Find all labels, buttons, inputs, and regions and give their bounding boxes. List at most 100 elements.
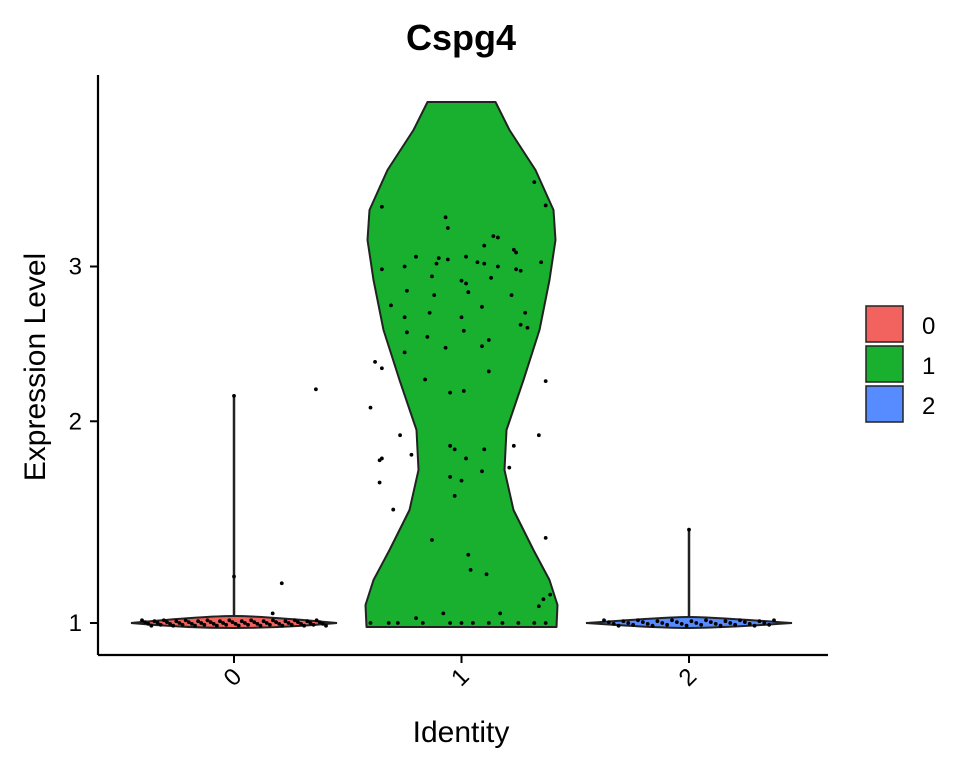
x-tick-label-2: 2: [674, 663, 703, 692]
point-0-base-57: [317, 620, 322, 624]
point-1-70: [391, 507, 396, 512]
point-1-57: [452, 447, 457, 452]
point-1-82: [368, 621, 373, 625]
point-2-base-17: [684, 623, 689, 628]
point-2-base-4: [621, 619, 626, 624]
point-0-base-54: [308, 621, 313, 625]
point-1-30: [509, 293, 514, 297]
point-0-base-41: [267, 622, 272, 627]
point-1-41: [425, 335, 430, 339]
legend-label-2: 2: [922, 393, 935, 420]
point-0-base-7: [161, 618, 166, 623]
point-1-72: [430, 538, 434, 542]
legend-label-0: 0: [922, 313, 935, 340]
point-2-base-31: [752, 623, 757, 628]
point-1-78: [536, 604, 541, 609]
point-0-base-58: [320, 622, 325, 626]
point-0-base-33: [243, 621, 247, 625]
point-2-base-18: [689, 619, 694, 624]
point-1-92: [532, 621, 537, 625]
point-0-base-37: [255, 622, 260, 626]
y-axis-label: Expression Level: [19, 253, 52, 481]
point-1-84: [395, 621, 400, 625]
point-0-base-2: [146, 622, 151, 626]
point-2-base-23: [713, 622, 718, 626]
point-1-80: [414, 616, 418, 621]
point-0-base-18: [196, 619, 201, 624]
point-0-outlier-top: [232, 394, 236, 398]
point-0-base-13: [180, 622, 185, 627]
point-0-base-32: [239, 619, 244, 624]
point-0-base-9: [168, 622, 172, 626]
point-1-11: [436, 256, 441, 260]
point-0-base-44: [277, 622, 282, 626]
point-2-base-29: [742, 620, 747, 624]
point-1-54: [536, 433, 541, 438]
point-1-44: [480, 344, 484, 349]
point-1-59: [511, 443, 516, 448]
point-0-base-39: [261, 619, 266, 624]
point-2-base-9: [645, 622, 650, 626]
point-1-37: [518, 322, 523, 327]
point-1-19: [496, 264, 500, 269]
point-1-2: [532, 180, 537, 185]
point-2-base-34: [767, 622, 772, 627]
point-1-21: [518, 268, 523, 273]
point-0-base-35: [249, 618, 254, 623]
point-0-base-12: [177, 621, 182, 625]
point-1-25: [464, 281, 468, 286]
point-1-45: [402, 350, 407, 355]
legend-swatch-0: [865, 305, 904, 343]
point-0-base-56: [314, 618, 319, 623]
point-0-base-8: [165, 620, 169, 624]
point-1-5: [491, 234, 496, 239]
point-0-base-45: [280, 623, 285, 628]
point-1-16: [402, 264, 407, 269]
point-1-23: [430, 274, 434, 279]
point-1-61: [409, 452, 414, 457]
point-2-base-32: [757, 619, 762, 624]
point-1-14: [475, 260, 480, 265]
point-0-base-47: [286, 621, 291, 625]
point-1-8: [511, 247, 516, 252]
point-1-93: [543, 621, 548, 625]
point-0-extra-3: [270, 611, 275, 616]
point-0-base-46: [283, 619, 288, 624]
point-1-58: [482, 447, 487, 452]
point-1-9: [514, 250, 518, 255]
point-1-87: [459, 621, 464, 625]
point-1-86: [448, 621, 453, 625]
point-2-base-13: [665, 622, 670, 627]
violin-1: [364, 101, 559, 628]
point-2-base-11: [655, 619, 660, 624]
point-1-10: [414, 254, 418, 259]
y-ticks: 1 2 3: [69, 253, 98, 637]
point-2-base-35: [772, 618, 776, 623]
y-tick-label-3: 3: [69, 253, 82, 280]
point-0-base-11: [174, 619, 179, 624]
point-1-65: [480, 469, 484, 474]
x-ticks: 0 1 2: [219, 655, 703, 692]
point-0-base-29: [230, 620, 235, 624]
point-1-74: [468, 567, 473, 572]
point-0-base-25: [218, 619, 222, 624]
point-1-0: [379, 204, 384, 209]
point-2-base-27: [733, 622, 738, 627]
point-2-base-33: [762, 621, 767, 625]
point-0-base-14: [183, 618, 188, 623]
point-1-69: [452, 494, 457, 498]
point-2-base-12: [660, 621, 665, 625]
point-0-base-48: [289, 622, 294, 627]
point-0-extra-2: [232, 574, 236, 579]
point-1-20: [514, 267, 518, 272]
point-1-53: [368, 405, 373, 410]
point-2-outlier-top: [687, 527, 691, 532]
point-1-18: [482, 261, 487, 266]
point-2-base-14: [670, 618, 674, 623]
point-1-48: [486, 369, 491, 374]
point-0-base-30: [233, 622, 238, 626]
point-2-base-28: [738, 618, 742, 623]
point-2-base-15: [674, 620, 679, 624]
point-0-base-40: [264, 621, 269, 625]
